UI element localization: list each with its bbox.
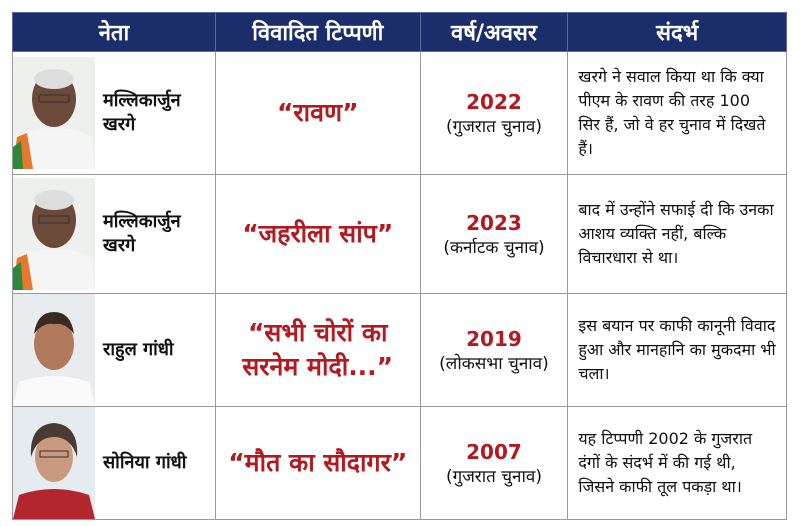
remark: “मौत का सौदागर” [214, 406, 421, 520]
year: 2022 [466, 89, 522, 114]
occasion: (गुजरात चुनाव) [445, 116, 542, 137]
leader-name: सोनिया गांधी [103, 451, 187, 473]
remark: “जहरीला सांप” [214, 174, 421, 294]
leader-photo [13, 407, 95, 519]
table-row: सोनिया गांधी “मौत का सौदागर” 2007 (गुजरात… [12, 406, 787, 520]
remark: “सभी चोरों का सरनेम मोदी...” [214, 293, 421, 407]
context: यह टिप्पणी 2002 के गुजरात दंगों के संदर्… [567, 406, 787, 520]
leader-photo [13, 294, 95, 406]
header-year-occasion: वर्ष/अवसर [419, 12, 569, 52]
leader-photo [13, 57, 95, 169]
controversial-remarks-table: नेता विवादित टिप्पणी वर्ष/अवसर संदर्भ मल… [12, 12, 787, 520]
leader-name: राहुल गांधी [103, 338, 174, 360]
occasion: (गुजरात चुनाव) [445, 466, 542, 487]
header-row: नेता विवादित टिप्पणी वर्ष/अवसर संदर्भ [12, 12, 787, 52]
leader-photo [13, 178, 95, 290]
occasion: (लोकसभा चुनाव) [439, 353, 549, 374]
table-row: मल्लिकार्जुन खरगे “जहरीला सांप” 2023 (कर्… [12, 174, 787, 294]
table-row: राहुल गांधी “सभी चोरों का सरनेम मोदी...”… [12, 293, 787, 407]
context: खरगे ने सवाल किया था कि क्या पीएम के राव… [567, 51, 787, 175]
leader-name: मल्लिकार्जुन खरगे [103, 210, 181, 256]
context: इस बयान पर काफी कानूनी विवाद हुआ और मानह… [567, 293, 787, 407]
year: 2007 [466, 439, 522, 464]
header-remark: विवादित टिप्पणी [214, 12, 421, 52]
header-context: संदर्भ [567, 12, 787, 52]
context: बाद में उन्होंने सफाई दी कि उनका आशय व्य… [567, 174, 787, 294]
remark: “रावण” [214, 51, 421, 175]
year: 2023 [466, 210, 522, 235]
year: 2019 [466, 326, 522, 351]
table-row: मल्लिकार्जुन खरगे “रावण” 2022 (गुजरात चुन… [12, 51, 787, 175]
leader-name: मल्लिकार्जुन खरगे [103, 89, 181, 135]
header-leader: नेता [12, 12, 216, 52]
occasion: (कर्नाटक चुनाव) [443, 237, 545, 258]
